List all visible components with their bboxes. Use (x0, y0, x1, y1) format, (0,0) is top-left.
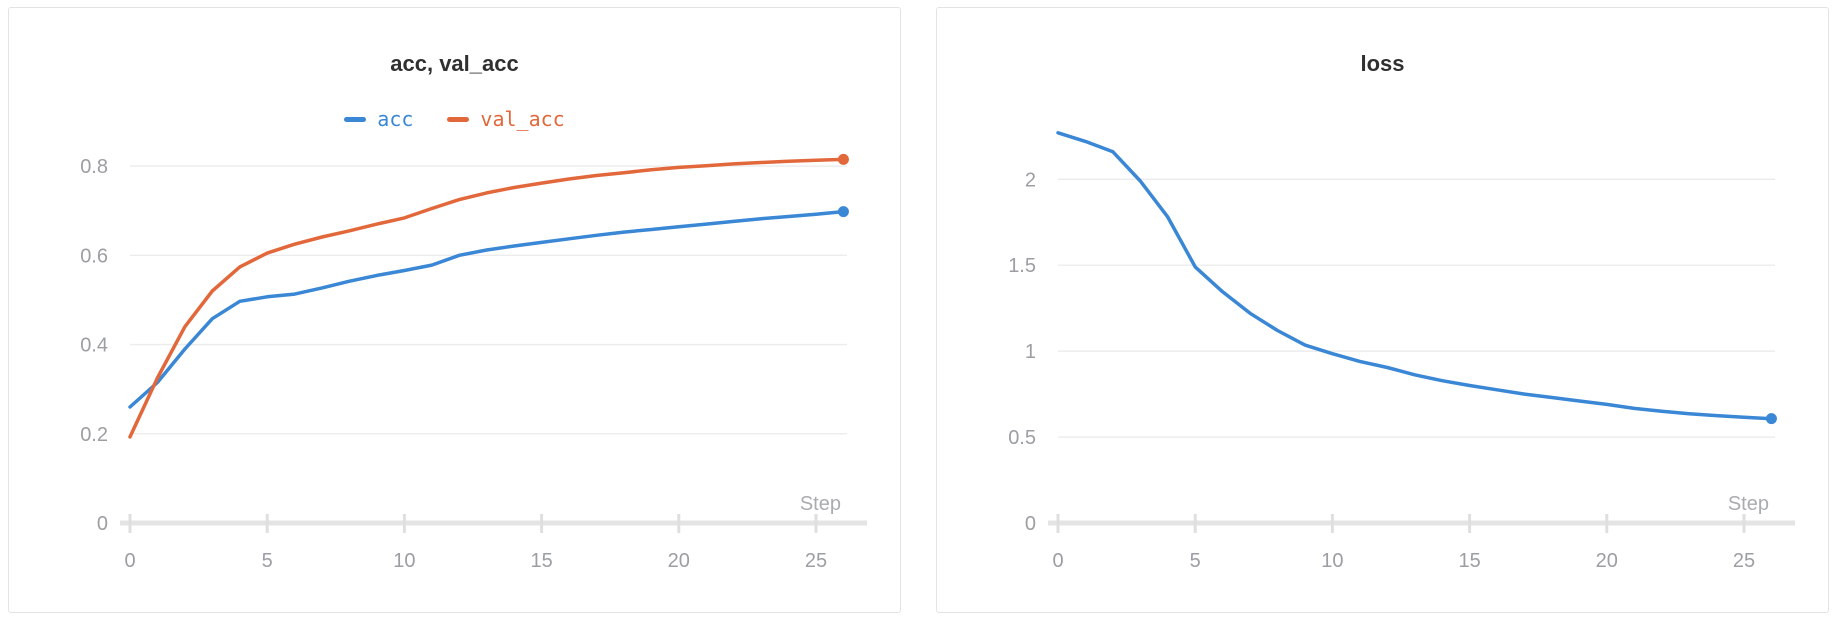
y-tick-label: 0.6 (80, 245, 108, 267)
x-tick-label: 10 (1321, 550, 1343, 572)
y-tick-label: 1.5 (1008, 255, 1036, 277)
y-tick-label: 2 (1025, 169, 1036, 191)
x-tick-label: 20 (1596, 550, 1618, 572)
acc-chart-plot[interactable]: 0 5 10 15 20 25 0 0.2 0.4 0.6 0.8 Step (9, 8, 900, 612)
y-tick-label: 0.8 (80, 156, 108, 178)
x-axis-bar (120, 520, 867, 526)
x-tick-label: 25 (1733, 550, 1755, 572)
legend-label: acc (377, 107, 414, 131)
x-tick-label: 20 (668, 550, 690, 572)
series-line-loss (1056, 131, 1774, 421)
x-tick-label: 25 (805, 550, 827, 572)
x-axis-title: Step (1728, 493, 1769, 515)
x-tick-label: 0 (1052, 550, 1063, 572)
x-axis-bar (1048, 520, 1795, 526)
legend-swatch-val_acc (447, 116, 470, 122)
x-tick-label: 5 (1190, 550, 1201, 572)
x-tick-label: 0 (124, 550, 135, 572)
series-endpoint-acc (837, 206, 849, 218)
series-endpoint-loss (1765, 413, 1777, 425)
y-tick-label: 1 (1025, 341, 1036, 363)
x-tick-label: 15 (1458, 550, 1480, 572)
y-tick-label: 0.4 (80, 335, 108, 357)
chart-panel-acc[interactable]: 0 5 10 15 20 25 0 0.2 0.4 0.6 0.8 Step acc, val_acc… (8, 7, 901, 613)
legend-label: val_acc (480, 107, 565, 131)
y-tick-label: 0.2 (80, 424, 108, 446)
x-tick-label: 15 (530, 550, 552, 572)
series-endpoint-val_acc (837, 153, 849, 165)
loss-chart-plot[interactable]: 0 5 10 15 20 25 0 0.5 1 1.5 2 Step (937, 8, 1828, 612)
chart-title: acc, val_acc (390, 51, 519, 76)
legend-item-acc[interactable]: acc (344, 109, 413, 129)
chart-panel-loss[interactable]: 0 5 10 15 20 25 0 0.5 1 1.5 2 Step loss (936, 7, 1829, 613)
series-line-acc (128, 209, 846, 409)
x-axis-title: Step (800, 493, 841, 515)
chart-legend: acc val_acc (9, 109, 900, 129)
legend-swatch-acc (344, 116, 367, 122)
y-tick-label: 0.5 (1008, 427, 1036, 449)
series-line-val_acc (128, 157, 846, 439)
chart-title: loss (1360, 51, 1405, 76)
x-tick-label: 10 (393, 550, 415, 572)
y-tick-label: 0 (97, 513, 108, 535)
y-tick-label: 0 (1025, 513, 1036, 535)
legend-item-val_acc[interactable]: val_acc (447, 107, 565, 131)
x-tick-label: 5 (262, 550, 273, 572)
